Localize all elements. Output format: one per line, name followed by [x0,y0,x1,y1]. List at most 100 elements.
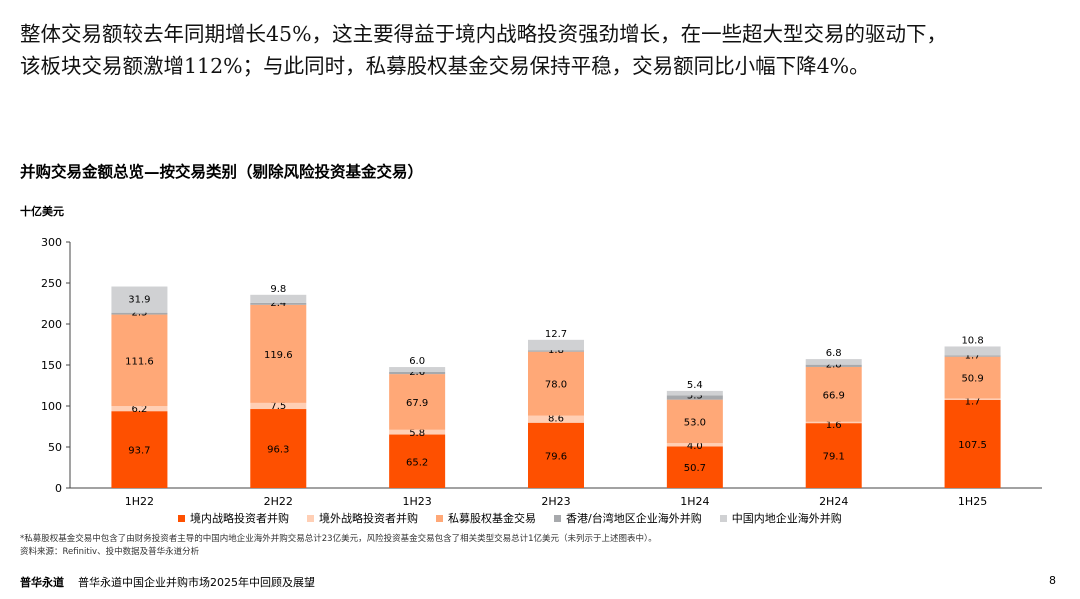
bar-segment [944,399,1001,488]
bar-segment [666,443,723,447]
data-label: 79.1 [823,452,845,463]
bar-segment [389,429,446,435]
bar-segment [250,402,307,410]
legend-item: 私募股权基金交易 [436,510,536,526]
chart-legend: 境内战略投资者并购 境外战略投资者并购 私募股权基金交易 香港/台湾地区企业海外并购 中… [178,510,842,526]
legend-label: 香港/台湾地区企业海外并购 [566,512,702,525]
data-label: 66.9 [823,390,845,401]
data-label: 6.2 [131,404,147,415]
data-label: 1.6 [826,420,842,431]
y-tick-label: 200 [41,318,62,331]
bar-segment [528,350,584,352]
x-tick-label: 1H22 [125,495,154,505]
data-label: 2.6 [409,367,425,378]
footer: 普华永道 普华永道中国企业并购市场2025年中回顾及展望 [20,574,315,590]
legend-swatch [719,514,727,522]
footnote-note: *私募股权基金交易中包含了由财务投资者主导的中国内地企业海外并购交易总计23亿美… [20,534,657,544]
legend-swatch [178,514,185,522]
bar-segment [528,351,584,416]
footnote: *私募股权基金交易中包含了由财务投资者主导的中国内地企业海外并购交易总计23亿美… [20,533,657,559]
data-label: 111.6 [125,356,154,367]
bar-segment [944,355,1001,357]
data-label: 96.3 [267,445,289,456]
y-tick-label: 150 [41,359,62,372]
x-tick-label: 2H22 [264,495,293,505]
bar-segment [250,302,307,305]
data-label: 2.3 [131,308,147,319]
data-label: 79.6 [545,451,567,462]
data-label: 7.5 [270,401,286,412]
data-label: 9.8 [270,284,286,295]
data-label: 1.7 [965,350,981,361]
legend-item: 中国内地企业海外并购 [719,510,842,526]
legend-item: 境内战略投资者并购 [178,510,289,526]
legend-swatch [554,514,561,522]
bar-segment [805,423,862,488]
data-label: 6.8 [826,348,842,359]
data-label: 2.4 [270,298,286,309]
y-axis-unit: 十亿美元 [20,205,64,218]
data-label: 93.7 [128,446,150,457]
bar-segment [250,294,307,303]
data-label: 5.4 [687,380,703,391]
bar-segment [805,364,862,367]
bar-segment [666,390,723,396]
x-tick-label: 1H23 [403,495,432,505]
bar-segment [528,422,584,488]
page-number: 8 [1049,574,1056,587]
x-tick-label: 1H24 [680,495,709,505]
bar-segment [111,312,168,315]
data-label: 65.2 [406,457,428,468]
bar-segment [389,371,446,375]
legend-swatch [436,514,443,522]
intro-line-1: 整体交易额较去年同期增长45%，这主要得益于境内战略投资强劲增长，在一些超大型交… [20,22,948,46]
data-label: 4.0 [687,441,703,452]
data-label: 50.9 [961,374,983,385]
bar-segment [528,415,584,423]
data-label: 50.7 [684,463,706,474]
footer-report-title: 普华永道中国企业并购市场2025年中回顾及展望 [78,576,315,589]
legend-label: 中国内地企业海外并购 [731,512,842,525]
bar-segment [528,339,584,351]
bar-segment [944,398,1001,400]
bar-segment [389,434,446,488]
bar-segment [111,411,168,488]
y-tick-label: 300 [41,236,62,249]
intro-paragraph: 整体交易额较去年同期增长45%，这主要得益于境内战略投资强劲增长，在一些超大型交… [20,18,1070,82]
x-tick-label: 1H25 [958,495,987,505]
legend-label: 境内战略投资者并购 [190,512,289,525]
legend-label: 境外战略投资者并购 [319,512,418,525]
bar-segment [805,359,862,365]
data-label: 1.7 [965,396,981,407]
legend-label: 私募股权基金交易 [448,512,536,525]
bar-segment [944,346,1001,356]
bar-segment [944,356,1001,399]
data-label: 67.9 [406,398,428,409]
data-label: 10.8 [961,335,983,346]
data-label: 107.5 [958,440,987,451]
data-label: 31.9 [128,295,150,306]
bar-segment [389,374,446,430]
bar-segment [666,399,723,444]
x-tick-label: 2H23 [541,495,570,505]
data-label: 2.8 [826,360,842,371]
chart-title: 并购交易金额总览—按交易类别（剔除风险投资基金交易） [20,163,424,181]
stacked-bar-chart: 0 50 100 150 200 250 300 93.7 6.2 111.6 2.3 31.9 1H2… [41,236,1042,505]
bar-segment [111,406,168,412]
data-label: 53.0 [684,417,706,428]
y-tick-label: 250 [41,277,62,290]
bar-segment [666,395,723,400]
intro-line-2: 该板块交易额激增112%；与此同时，私募股权基金交易保持平稳，交易额同比小幅下降… [20,54,870,78]
data-label: 1.8 [548,345,564,356]
data-label: 5.8 [409,428,425,439]
footer-brand: 普华永道 [20,576,64,589]
bar-segment [666,446,723,488]
bar-segment [250,409,307,488]
bar-segment [389,367,446,372]
bar-segment [111,286,168,313]
legend-swatch [307,514,314,522]
y-tick-label: 50 [48,441,62,454]
data-label: 6.0 [409,356,425,367]
legend-item: 香港/台湾地区企业海外并购 [554,510,702,526]
bar-segment [111,314,168,407]
